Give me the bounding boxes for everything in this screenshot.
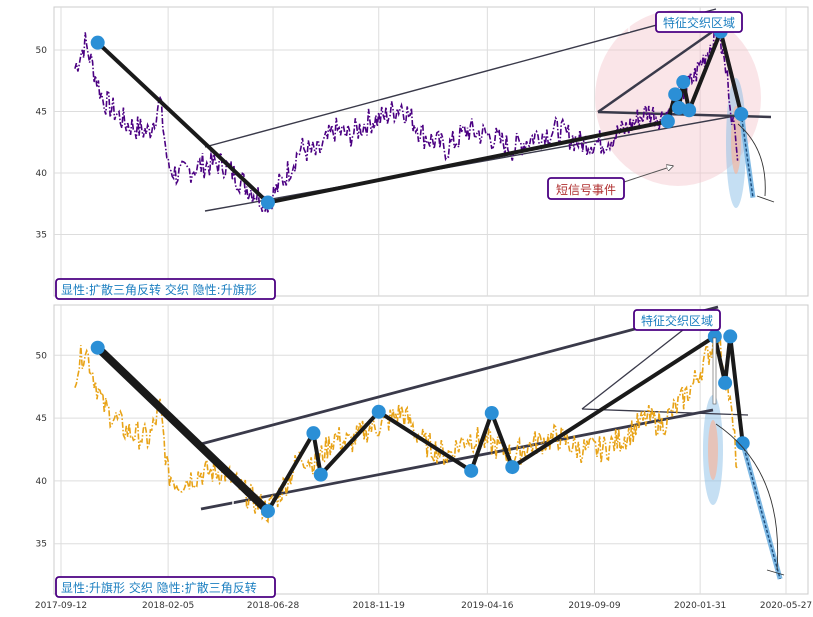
bottom-pivot-point	[718, 375, 733, 390]
top-pivot-point	[676, 75, 691, 90]
bottom-forecast	[740, 442, 783, 580]
event-label-box	[547, 177, 625, 200]
bottom-pattern-segment	[318, 409, 381, 477]
x-tick-label: 2020-05-27	[760, 601, 812, 611]
event-label: 短信号事件	[556, 183, 616, 197]
bottom-pattern-segment	[311, 431, 323, 477]
bottom-pattern-segment	[712, 334, 728, 385]
top-zone-label: 特征交织区域	[663, 15, 735, 30]
bottom-pivot-point	[464, 463, 479, 478]
top-series-line	[74, 25, 739, 214]
bottom-x-ticks: 2017-09-12 2018-02-05 2018-06-28 2018-11-19…	[35, 601, 812, 611]
bottom-series-line	[74, 329, 739, 524]
bottom-y-ticks: 35 40 45 50	[36, 351, 48, 549]
bottom-pivot-point	[306, 426, 321, 441]
bottom-forecast-line	[742, 443, 781, 580]
bottom-pattern-label-box	[55, 576, 276, 598]
bottom-channel-upper	[200, 305, 719, 446]
bottom-pivot-points	[90, 329, 750, 519]
top-channel-upper	[204, 8, 717, 148]
top-pattern-segment	[718, 29, 744, 116]
top-pivot-point	[734, 106, 749, 121]
x-tick-label: 2019-09-09	[568, 601, 621, 611]
bottom-pivot-point	[735, 436, 750, 451]
bottom-y-tick-label: 40	[36, 477, 48, 487]
bottom-pattern-path	[93, 334, 745, 516]
bottom-pivot-point	[484, 406, 499, 421]
bottom-pattern-label: 显性:升旗形 交织 隐性:扩散三角反转	[61, 580, 257, 595]
bottom-zone-label-box	[633, 309, 721, 331]
bottom-forecast-ellipse-inner	[708, 420, 718, 480]
top-forecast-tick	[756, 195, 775, 203]
bottom-forecast-tick	[766, 569, 785, 576]
bottom-pattern-segment	[265, 431, 316, 514]
top-pattern-segment	[265, 119, 670, 205]
bottom-pattern-segment	[510, 334, 717, 470]
top-pattern-segment	[95, 40, 270, 205]
top-pattern-segment	[687, 29, 723, 113]
bottom-zone-label: 特征交织区域	[641, 313, 713, 328]
top-y-tick-label: 40	[36, 169, 48, 179]
bottom-y-tick-label: 35	[36, 540, 47, 550]
top-panel-frame	[53, 6, 809, 297]
bottom-y-tick-label: 45	[36, 414, 47, 424]
top-pivot-point	[90, 35, 105, 50]
bottom-pivot-point	[371, 404, 386, 419]
bottom-pivot-point	[505, 460, 520, 475]
top-pattern-label: 显性:扩散三角反转 交织 隐性:升旗形	[61, 282, 257, 297]
bottom-pivot-point	[723, 329, 738, 344]
bottom-grid	[54, 305, 808, 594]
bottom-triangle-upper	[581, 318, 698, 410]
bottom-small-bar	[712, 337, 717, 405]
top-forecast	[738, 113, 756, 198]
top-forecast-arc	[737, 123, 766, 197]
bottom-price-series	[74, 329, 739, 524]
bottom-forecast-arc	[715, 423, 779, 571]
top-grid	[54, 7, 808, 296]
top-pivot-point	[682, 103, 697, 118]
bottom-pivot-point	[707, 329, 722, 344]
x-tick-label: 2018-02-05	[142, 601, 194, 611]
bottom-pivot-point	[313, 467, 328, 482]
top-pattern-label-box	[55, 278, 276, 300]
top-triangle-upper	[597, 30, 713, 114]
x-tick-label: 2018-06-28	[247, 601, 300, 611]
bottom-pattern-segment	[728, 334, 745, 446]
bottom-pivot-point	[260, 504, 275, 519]
top-forecast-line	[740, 113, 754, 198]
x-tick-label: 2018-11-19	[353, 601, 406, 611]
x-tick-label: 2019-04-16	[461, 601, 514, 611]
top-pivot-point	[260, 195, 275, 210]
bottom-pattern-segment	[93, 343, 272, 516]
bottom-pattern-segment	[489, 411, 515, 470]
top-zone-label-box	[655, 11, 743, 33]
top-y-tick-label: 50	[36, 46, 48, 56]
event-arrow	[623, 166, 673, 183]
bottom-pattern-segment	[376, 409, 474, 473]
top-y-tick-label: 45	[36, 108, 47, 118]
top-pivot-point	[660, 114, 675, 129]
top-y-tick-label: 35	[36, 231, 47, 241]
bottom-triangle-lower	[581, 408, 749, 416]
x-tick-label: 2017-09-12	[35, 601, 87, 611]
top-y-ticks: 35 40 45 50	[36, 46, 48, 240]
top-price-series	[74, 25, 739, 214]
bottom-y-tick-label: 50	[36, 351, 48, 361]
bottom-pivot-point	[90, 340, 105, 355]
x-tick-label: 2020-01-31	[674, 601, 726, 611]
bottom-pattern-segment	[469, 411, 494, 473]
top-pivot-point	[668, 87, 683, 102]
